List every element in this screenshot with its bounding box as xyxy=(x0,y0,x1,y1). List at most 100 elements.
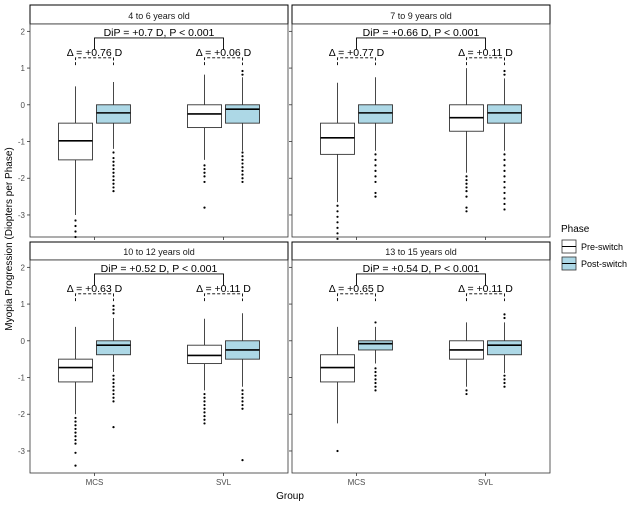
outlier-point xyxy=(374,180,377,184)
box-mcs-post-switch xyxy=(96,82,131,193)
facet-panel-1: 4 to 6 years old -3 -2 -1 0 1 2 DiP = +0.7 D, P… xyxy=(18,4,289,240)
y-tick-label: -2 xyxy=(18,174,26,183)
outlier-point xyxy=(112,156,115,160)
outlier-point xyxy=(203,396,206,399)
outlier-point xyxy=(241,392,244,396)
outlier-point xyxy=(112,164,115,167)
legend-label: Post-switch xyxy=(581,259,627,269)
delta-bracket xyxy=(75,293,114,302)
box-iqr xyxy=(187,344,222,365)
outlier-point xyxy=(112,389,115,392)
outlier-point xyxy=(336,215,339,218)
outlier-point xyxy=(112,374,115,377)
outlier-point xyxy=(374,175,377,178)
outlier-point xyxy=(503,316,506,320)
outlier-point xyxy=(503,69,506,73)
outlier-point xyxy=(203,400,206,403)
facet-panel-4: 13 to 15 years old MCS SVL DiP = +0.54 D, P… xyxy=(289,241,551,487)
outlier-point xyxy=(203,411,206,414)
outlier-point xyxy=(503,169,506,172)
outlier-point xyxy=(74,416,77,420)
outlier-point xyxy=(374,378,377,381)
outlier-point xyxy=(241,403,244,407)
outlier-point xyxy=(203,167,206,171)
outlier-point xyxy=(241,73,244,76)
box-iqr xyxy=(320,122,355,155)
outlier-point xyxy=(74,420,77,423)
box-svl-post-switch xyxy=(225,313,260,462)
outlier-point xyxy=(74,235,77,239)
outlier-point xyxy=(374,158,377,161)
y-tick-label: 2 xyxy=(21,263,26,272)
outlier-point xyxy=(203,164,206,167)
x-tick-label: SVL xyxy=(478,478,494,487)
outlier-point xyxy=(112,151,115,154)
outlier-point xyxy=(112,381,115,385)
delta-bracket xyxy=(75,57,114,66)
facet-strip-title: 13 to 15 years old xyxy=(385,247,457,257)
outlier-point xyxy=(74,219,77,222)
outlier-point xyxy=(465,178,468,182)
outlier-point xyxy=(112,396,115,399)
delta-label: Δ = +0.11 D xyxy=(458,47,513,59)
outlier-point xyxy=(374,321,377,324)
outlier-point xyxy=(241,400,244,403)
outlier-point xyxy=(503,186,506,189)
outlier-point xyxy=(203,403,206,407)
legend-item-post-switch: Post-switch xyxy=(561,256,627,271)
outlier-point xyxy=(503,378,506,381)
dip-bracket xyxy=(356,37,486,50)
y-tick-label: -1 xyxy=(18,138,26,147)
outlier-point xyxy=(74,451,77,454)
outlier-point xyxy=(74,435,77,438)
delta-label: Δ = +0.77 D xyxy=(329,47,385,59)
outlier-point xyxy=(465,206,468,209)
y-tick-label: -3 xyxy=(18,447,26,456)
delta-label: Δ = +0.65 D xyxy=(329,283,385,295)
dip-label: DiP = +0.52 D, P < 0.001 xyxy=(101,263,218,275)
box-iqr xyxy=(187,104,222,129)
outlier-point xyxy=(465,182,468,185)
outlier-point xyxy=(336,449,339,453)
outlier-point xyxy=(203,392,206,396)
outlier-point xyxy=(503,374,506,377)
outlier-point xyxy=(74,464,77,467)
outlier-point xyxy=(374,381,377,385)
box-iqr xyxy=(487,104,522,124)
outlier-point xyxy=(74,230,77,233)
box-svl-pre-switch xyxy=(187,74,222,209)
delta-bracket xyxy=(204,57,243,66)
outlier-point xyxy=(374,195,377,198)
outlier-point xyxy=(203,418,206,421)
outlier-point xyxy=(503,197,506,200)
outlier-point xyxy=(203,422,206,425)
x-tick-label: MCS xyxy=(348,478,366,487)
outlier-point xyxy=(241,396,244,399)
box-mcs-post-switch xyxy=(358,77,393,198)
outlier-point xyxy=(465,175,468,178)
outlier-point xyxy=(503,175,506,178)
x-tick-label: MCS xyxy=(86,478,104,487)
outlier-point xyxy=(374,367,377,370)
y-axis-title: Myopia Progression (Diopters per Phase) xyxy=(4,147,15,330)
outlier-point xyxy=(203,407,206,410)
outlier-point xyxy=(503,164,506,167)
outlier-point xyxy=(503,153,506,156)
outlier-point xyxy=(112,392,115,396)
dip-bracket xyxy=(94,273,224,286)
dip-bracket xyxy=(94,37,224,50)
box-iqr xyxy=(58,358,93,383)
outlier-point xyxy=(112,425,115,429)
outlier-point xyxy=(241,173,244,176)
y-tick-label: 0 xyxy=(21,101,26,110)
outlier-point xyxy=(465,210,468,213)
outlier-point xyxy=(241,155,244,158)
outlier-point xyxy=(203,180,206,184)
outlier-point xyxy=(112,186,115,189)
dip-label: DiP = +0.66 D, P < 0.001 xyxy=(363,27,480,39)
outlier-point xyxy=(74,438,77,442)
outlier-point xyxy=(112,308,115,311)
dip-label: DiP = +0.54 D, P < 0.001 xyxy=(363,263,480,275)
outlier-point xyxy=(374,191,377,195)
outlier-point xyxy=(112,400,115,403)
